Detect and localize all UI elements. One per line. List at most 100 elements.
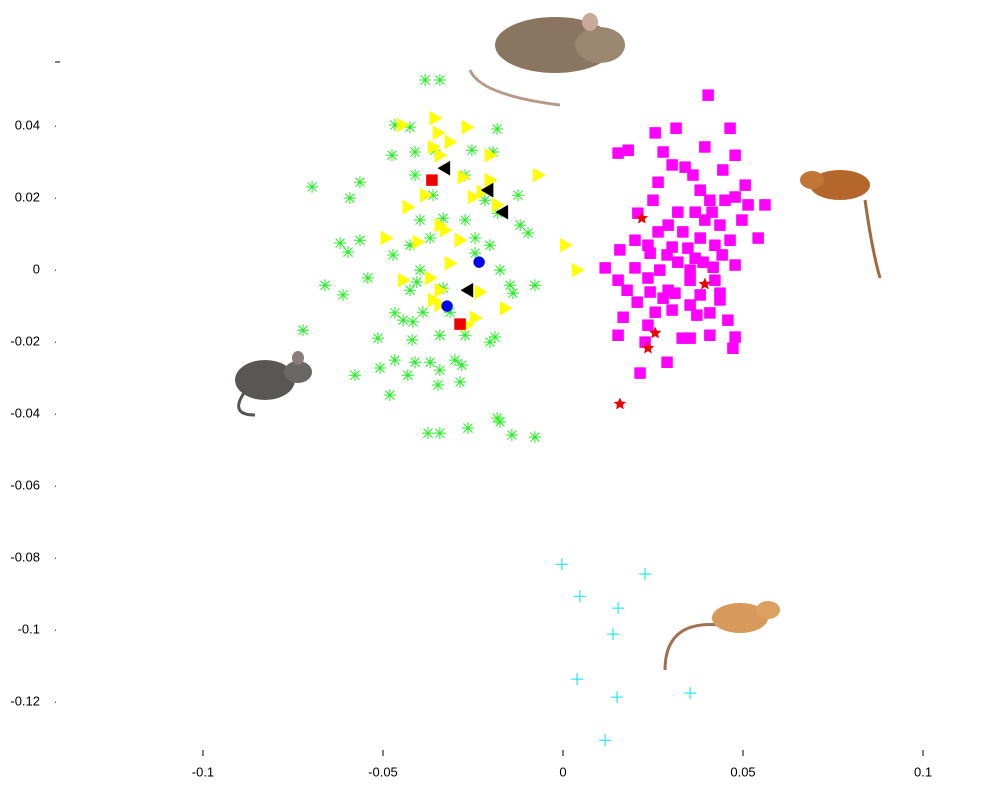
point	[645, 287, 656, 298]
point	[614, 398, 625, 409]
point	[354, 176, 366, 188]
point	[504, 279, 516, 291]
point	[474, 257, 485, 268]
point	[699, 141, 710, 152]
point	[438, 161, 450, 175]
point	[687, 170, 698, 181]
point	[730, 332, 741, 343]
point	[685, 265, 696, 276]
point	[522, 227, 534, 239]
point	[362, 272, 374, 284]
point	[709, 240, 720, 251]
point	[650, 127, 661, 138]
point	[461, 283, 473, 297]
point	[648, 195, 659, 206]
point	[484, 239, 496, 251]
x-tick-label: 0.1	[914, 764, 932, 779]
point	[398, 273, 410, 287]
point	[442, 301, 453, 312]
point	[422, 427, 434, 439]
point	[612, 602, 624, 614]
point	[475, 285, 487, 299]
point	[714, 220, 725, 231]
point	[389, 307, 401, 319]
point	[622, 285, 633, 296]
point	[611, 691, 623, 703]
point	[704, 195, 715, 206]
point	[630, 235, 641, 246]
point	[454, 376, 466, 388]
point	[432, 379, 444, 391]
point	[397, 314, 409, 326]
point	[411, 276, 423, 288]
point	[455, 233, 467, 247]
point	[599, 734, 611, 746]
point	[699, 215, 710, 226]
point	[434, 427, 446, 439]
series	[297, 74, 541, 443]
x-tick-label: 0.05	[730, 764, 755, 779]
point	[759, 199, 770, 210]
point	[459, 329, 471, 341]
point	[414, 264, 426, 276]
point	[507, 287, 519, 299]
point	[389, 354, 401, 366]
point	[560, 238, 572, 252]
point	[424, 232, 436, 244]
point	[669, 288, 680, 299]
point	[730, 150, 741, 161]
point	[556, 558, 568, 570]
point	[635, 368, 646, 379]
x-tick-label: -0.05	[368, 764, 398, 779]
point	[704, 330, 715, 341]
point	[414, 214, 426, 226]
point	[663, 220, 674, 231]
point	[349, 369, 361, 381]
point	[354, 234, 366, 246]
point	[387, 249, 399, 261]
y-tick-label: 0.04	[15, 118, 40, 133]
point	[722, 315, 733, 326]
point	[630, 262, 641, 273]
point	[334, 237, 346, 249]
y-tick-label: -0.06	[10, 478, 40, 493]
mouse-left	[235, 351, 312, 415]
point	[571, 673, 583, 685]
point	[449, 354, 461, 366]
point	[667, 159, 678, 170]
point	[684, 687, 696, 699]
point	[653, 177, 664, 188]
point	[672, 257, 683, 268]
point	[743, 199, 754, 210]
point	[639, 568, 651, 580]
chart: 0.040.020-0.02-0.04-0.06-0.08-0.1-0.12-0…	[0, 0, 1008, 789]
mouse-top	[470, 13, 625, 105]
point	[685, 275, 696, 286]
y-tick-label: -0.1	[18, 622, 40, 637]
point	[699, 278, 711, 289]
point	[402, 369, 414, 381]
point	[413, 235, 425, 249]
point	[491, 123, 503, 135]
point	[572, 263, 584, 277]
point	[714, 294, 725, 305]
point	[695, 185, 706, 196]
point	[406, 334, 418, 346]
series	[600, 90, 771, 379]
point	[623, 145, 634, 156]
point	[730, 192, 741, 203]
point	[736, 215, 747, 226]
point	[403, 200, 415, 214]
point	[381, 231, 393, 245]
series	[556, 558, 696, 746]
point	[614, 244, 625, 255]
point	[753, 233, 764, 244]
point	[695, 233, 706, 244]
x-tick-label: 0	[559, 764, 566, 779]
point	[703, 90, 714, 101]
point	[704, 307, 715, 318]
point	[434, 364, 446, 376]
y-tick-label: -0.04	[10, 406, 40, 421]
point	[344, 192, 356, 204]
point	[434, 74, 446, 86]
